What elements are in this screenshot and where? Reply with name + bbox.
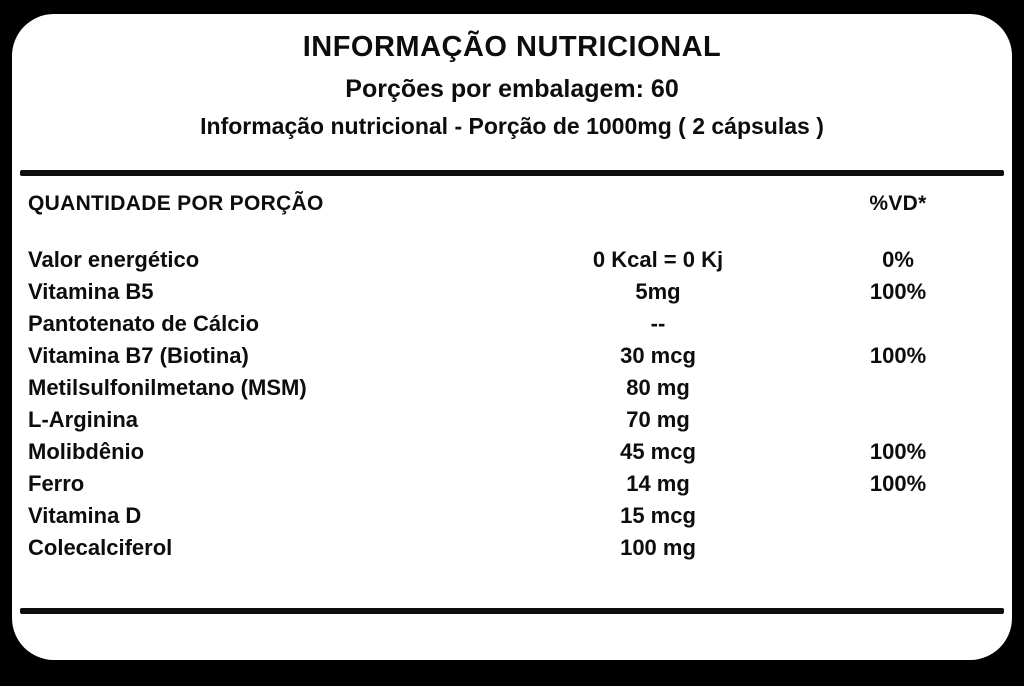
label-title: INFORMAÇÃO NUTRICIONAL bbox=[302, 31, 722, 63]
nutrient-amount: -- bbox=[650, 311, 666, 336]
table-row: Pantotenato de Cálcio -- bbox=[12, 308, 1012, 340]
nutrient-amount: 14 mg bbox=[626, 471, 690, 496]
nutrient-name: Pantotenato de Cálcio bbox=[28, 311, 260, 336]
nutrient-dv: 100% bbox=[869, 279, 927, 304]
nutrient-table: Valor energético 0 Kcal = 0 Kj 0% Vitami… bbox=[12, 244, 1012, 564]
table-header: QUANTIDADE POR PORÇÃO %VD* bbox=[12, 188, 1012, 220]
table-row: Vitamina D 15 mcg bbox=[12, 500, 1012, 532]
table-row: Colecalciferol 100 mg bbox=[12, 532, 1012, 564]
column-header-dv: %VD* bbox=[869, 192, 927, 215]
nutrient-dv: 100% bbox=[869, 343, 927, 368]
table-row: Molibdênio 45 mcg 100% bbox=[12, 436, 1012, 468]
table-row: Ferro 14 mg 100% bbox=[12, 468, 1012, 500]
servings-per-package: Porções por embalagem: 60 bbox=[345, 75, 679, 103]
column-header-quantity: QUANTIDADE POR PORÇÃO bbox=[28, 192, 324, 215]
nutrient-amount: 45 mcg bbox=[620, 439, 696, 464]
nutrient-name: Molibdênio bbox=[28, 439, 145, 464]
table-row: L-Arginina 70 mg bbox=[12, 404, 1012, 436]
nutrient-name: Colecalciferol bbox=[28, 535, 173, 560]
nutrient-dv: 100% bbox=[869, 471, 927, 496]
table-row: Valor energético 0 Kcal = 0 Kj 0% bbox=[12, 244, 1012, 276]
portion-info: Informação nutricional - Porção de 1000m… bbox=[200, 113, 824, 139]
nutrient-amount: 5mg bbox=[635, 279, 681, 304]
table-row: Vitamina B5 5mg 100% bbox=[12, 276, 1012, 308]
table-row: Metilsulfonilmetano (MSM) 80 mg bbox=[12, 372, 1012, 404]
nutrient-dv: 100% bbox=[869, 439, 927, 464]
bottom-divider bbox=[20, 608, 1004, 614]
nutrient-amount: 0 Kcal = 0 Kj bbox=[592, 247, 724, 272]
nutrition-label-card: INFORMAÇÃO NUTRICIONAL Porções por embal… bbox=[12, 14, 1012, 660]
nutrient-amount: 30 mcg bbox=[620, 343, 696, 368]
nutrient-name: Vitamina D bbox=[28, 503, 142, 528]
nutrient-dv: 0% bbox=[882, 247, 914, 272]
nutrient-amount: 70 mg bbox=[626, 407, 690, 432]
nutrient-name: Valor energético bbox=[28, 247, 200, 272]
nutrient-name: Vitamina B7 (Biotina) bbox=[28, 343, 249, 368]
top-divider bbox=[20, 170, 1004, 176]
nutrient-amount: 80 mg bbox=[626, 375, 690, 400]
nutrient-name: Ferro bbox=[28, 471, 85, 496]
nutrient-name: L-Arginina bbox=[28, 407, 138, 432]
table-row: Vitamina B7 (Biotina) 30 mcg 100% bbox=[12, 340, 1012, 372]
nutrient-name: Vitamina B5 bbox=[28, 279, 154, 304]
nutrient-amount: 15 mcg bbox=[620, 503, 696, 528]
nutrient-name: Metilsulfonilmetano (MSM) bbox=[28, 375, 307, 400]
nutrient-amount: 100 mg bbox=[620, 535, 696, 560]
